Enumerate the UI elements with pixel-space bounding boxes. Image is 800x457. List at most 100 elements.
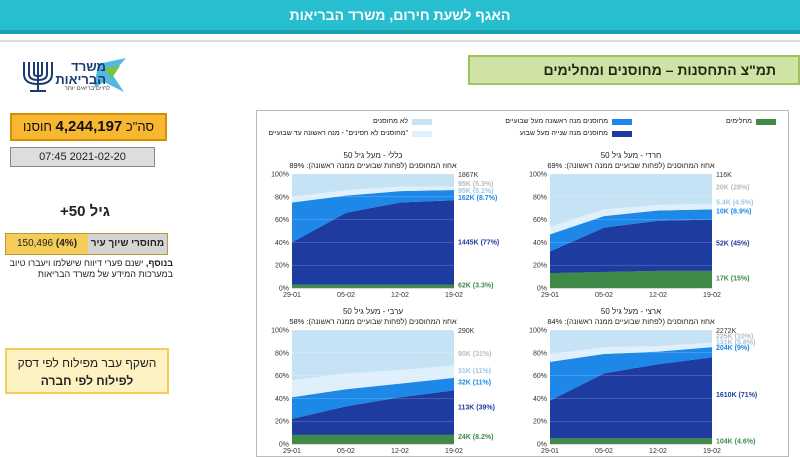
y-tick-label: 0% — [279, 286, 289, 293]
area-dose1-recent — [550, 203, 712, 235]
area-recovered — [550, 270, 712, 288]
note-bold: בנוסף, — [145, 258, 173, 268]
y-tick-label: 60% — [533, 217, 547, 224]
total-prefix: סה"כ — [125, 119, 154, 134]
legend-recovered-label: מחלימים — [725, 118, 752, 125]
chart-subtitle: אחוז המחוסנים (לפחות שבועיים ממנה ראשונה… — [289, 161, 457, 170]
x-tick-label: 29-01 — [283, 292, 301, 299]
y-tick-label: 0% — [537, 286, 547, 293]
unassigned-city-row: (4%) 150,496 מחוסרי שיוך עיר — [5, 233, 168, 255]
y-tick-label: 0% — [279, 442, 289, 449]
x-tick-label: 29-01 — [283, 448, 301, 455]
series-value-label: 1445K (77%) — [458, 239, 499, 246]
x-tick-label: 12-02 — [391, 292, 409, 299]
x-tick-label: 19-02 — [445, 292, 463, 299]
x-tick-label: 19-02 — [703, 448, 721, 455]
x-tick-label: 29-01 — [541, 448, 559, 455]
legend-swatch-recovered — [756, 118, 776, 125]
x-tick-label: 05-02 — [337, 448, 355, 455]
area-dose2 — [292, 200, 454, 285]
legend-not-vaccinated-label: לא מחוסנים — [372, 118, 408, 125]
area-dose1 — [550, 347, 712, 401]
y-tick-label: 100% — [529, 172, 547, 179]
legend-swatch-dose1 — [612, 118, 632, 125]
x-tick-label: 05-02 — [595, 448, 613, 455]
series-value-label: 20K (28%) — [716, 185, 749, 192]
series-value-label: 10K (8.9%) — [716, 208, 751, 215]
area-dose2 — [292, 390, 454, 435]
legend-dose2-label: מחוסנים מנה שנייה מעל שבוע — [519, 130, 608, 137]
chart-panel-arab: ערבי - מעל גיל 50 אחוז המחוסנים (לפחות שב… — [262, 306, 522, 455]
legend-recovered: מחלימים — [726, 118, 776, 125]
chart-panel-national: ארצי - מעל גיל 50 אחוז המחוסנים (לפחות שב… — [520, 306, 780, 455]
y-tick-label: 100% — [529, 328, 547, 335]
series-value-label: 113K (39%) — [458, 404, 495, 411]
x-tick-label: 05-02 — [337, 292, 355, 299]
legend-swatch-not-vaccinated — [412, 118, 432, 125]
logo-name: משרד הבריאות — [50, 60, 106, 86]
y-tick-label: 20% — [533, 263, 547, 270]
area-dose2 — [550, 357, 712, 439]
area-dose1 — [292, 377, 454, 419]
series-value-label: 95K (5.3%) — [458, 181, 493, 188]
header-divider — [0, 40, 800, 42]
series-value-label: 90K (31%) — [458, 351, 491, 358]
series-value-label: 31K (11%) — [458, 368, 491, 375]
ministry-logo: משרד הבריאות לחיים בריאים יותר — [18, 56, 130, 98]
x-tick-label: 12-02 — [391, 448, 409, 455]
x-tick-label: 19-02 — [445, 448, 463, 455]
chart-panel-haredi: חרדי - מעל גיל 50 אחוז המחוסנים (לפחות שב… — [520, 150, 780, 299]
series-value-label: 62K (3.3%) — [458, 283, 493, 290]
y-tick-label: 100% — [271, 172, 289, 179]
y-tick-label: 80% — [533, 350, 547, 357]
y-tick-label: 40% — [533, 240, 547, 247]
x-tick-label: 05-02 — [595, 292, 613, 299]
series-value-label: 116K — [716, 172, 732, 179]
legend-dose2: מחוסנים מנה שנייה מעל שבוע — [520, 130, 632, 137]
y-tick-label: 40% — [533, 396, 547, 403]
y-tick-label: 40% — [275, 240, 289, 247]
chart-title: חרדי - מעל גיל 50 — [601, 151, 662, 160]
chart-title: ארצי - מעל גיל 50 — [601, 307, 661, 316]
y-tick-label: 60% — [533, 373, 547, 380]
chart-legend: מחלימים מחוסנים מנה ראשונה מעל שבועיים ל… — [262, 114, 782, 144]
area-dose1-recent — [292, 186, 454, 203]
series-value-label: 52K (45%) — [716, 240, 749, 247]
chart-panel-general: כללי - מעל גיל 50 אחוז המחוסנים (לפחות שב… — [262, 150, 522, 299]
section-title: תמ"צ התחסנות – מחוסנים ומחלימים — [468, 55, 800, 85]
area-dose1 — [550, 209, 712, 252]
series-value-label: 17K (15%) — [716, 276, 749, 283]
vaccinated-total-box: סה"כ 4,244,197 חוסנו — [10, 113, 167, 141]
chart-title: ערבי - מעל גיל 50 — [343, 307, 403, 316]
unassigned-count: 150,496 — [16, 238, 54, 249]
chart-subtitle: אחוז המחוסנים (לפחות שבועיים ממנה ראשונה… — [547, 317, 715, 326]
total-suffix: חוסנו — [23, 119, 52, 134]
logo-line2: הבריאות — [55, 72, 106, 87]
transition-note: השקף עבר מפילוח לפי דסק לפילוח לפי חברה — [5, 348, 169, 394]
area-recovered — [550, 438, 712, 444]
area-dose1-recent — [550, 342, 712, 362]
legend-dose1-label: מחוסנים מנה ראשונה מעל שבועיים — [505, 118, 608, 125]
series-value-label: 5.4K (4.5%) — [716, 199, 753, 206]
series-value-label: 104K (4.6%) — [716, 439, 755, 446]
chart-subtitle: אחוז המחוסנים (לפחות שבועיים ממנה ראשונה… — [547, 161, 715, 170]
y-tick-label: 60% — [275, 373, 289, 380]
y-tick-label: 100% — [271, 328, 289, 335]
series-value-label: 2272K — [716, 328, 737, 335]
area-recovered — [292, 284, 454, 288]
transition-line1: השקף עבר מפילוח לפי דסק — [17, 356, 157, 370]
transition-line2: לפילוח לפי חברה — [40, 374, 134, 388]
legend-dose1-recent-label: "מחוסנים לא חסינים" - מנה ראשונה עד שבוע… — [268, 130, 408, 137]
reporting-note: בנוסף, ישנם פערי דיווח שישלמו ויעברו טיו… — [5, 258, 173, 280]
area-dose1 — [292, 189, 454, 243]
series-value-label: 32K (11%) — [458, 379, 491, 386]
y-tick-label: 20% — [275, 263, 289, 270]
chart-subtitle: אחוז המחוסנים (לפחות שבועיים ממנה ראשונה… — [289, 317, 457, 326]
header-title: האגף לשעת חירום, משרד הבריאות — [289, 7, 511, 23]
y-tick-label: 40% — [275, 396, 289, 403]
series-value-label: 131K (5.8%) — [716, 339, 755, 346]
x-tick-label: 19-02 — [703, 292, 721, 299]
y-tick-label: 20% — [533, 419, 547, 426]
